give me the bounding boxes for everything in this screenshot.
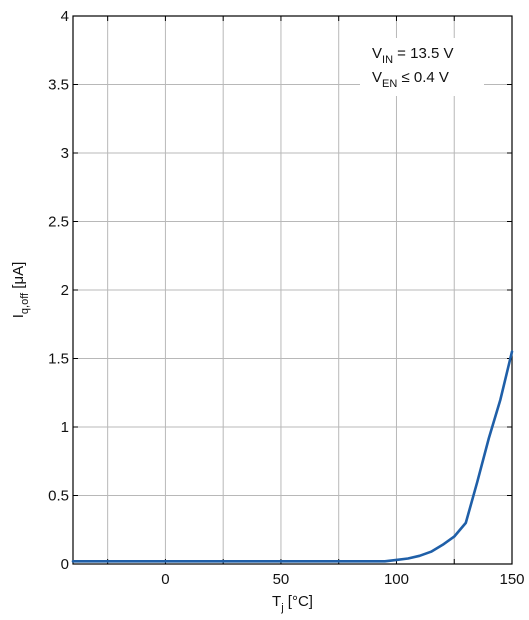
y-axis-label-main: I <box>10 314 27 318</box>
x-tick-label: 0 <box>161 571 169 588</box>
annotation-vin: VIN = 13.5 V <box>372 45 453 66</box>
y-tick-labels: 0 0.5 1 1.5 2 2.5 3 3.5 4 <box>48 8 69 573</box>
x-axis-label: Tj [°C] <box>272 593 313 614</box>
series-line <box>71 350 514 563</box>
y-axis-label: Iq,off [μA] <box>10 262 31 319</box>
annotation-ven-rest: ≤ 0.4 V <box>397 69 449 86</box>
annotation-background <box>360 38 484 96</box>
x-tick-labels: 0 50 100 150 <box>161 571 524 588</box>
y-tick-label: 3 <box>61 145 69 162</box>
grid-lines <box>73 15 513 565</box>
y-tick-label: 0.5 <box>48 488 69 505</box>
y-tick-label: 1.5 <box>48 351 69 368</box>
y-tick-label: 3.5 <box>48 77 69 94</box>
x-axis-label-main: T <box>272 593 281 610</box>
annotation-ven-main: V <box>372 69 382 86</box>
annotation-vin-rest: = 13.5 V <box>393 45 453 62</box>
y-tick-label: 2.5 <box>48 214 69 231</box>
y-tick-label: 2 <box>61 282 69 299</box>
series-layer <box>71 350 514 563</box>
x-axis-label-unit: [°C] <box>284 593 313 610</box>
y-axis-label-sub: q,off <box>19 292 31 314</box>
x-tick-label: 100 <box>384 571 409 588</box>
y-tick-label: 4 <box>61 8 69 25</box>
x-tick-label: 50 <box>273 571 290 588</box>
x-tick-label: 150 <box>499 571 524 588</box>
annotation-ven: VEN ≤ 0.4 V <box>372 69 449 90</box>
annotation-vin-sub: IN <box>382 54 393 66</box>
annotation-vin-main: V <box>372 45 382 62</box>
y-tick-label: 0 <box>61 556 69 573</box>
y-axis-label-unit: [μA] <box>10 262 27 293</box>
x-axis-label-sub: j <box>280 602 283 614</box>
y-tick-label: 1 <box>61 419 69 436</box>
annotation-ven-sub: EN <box>382 78 397 90</box>
